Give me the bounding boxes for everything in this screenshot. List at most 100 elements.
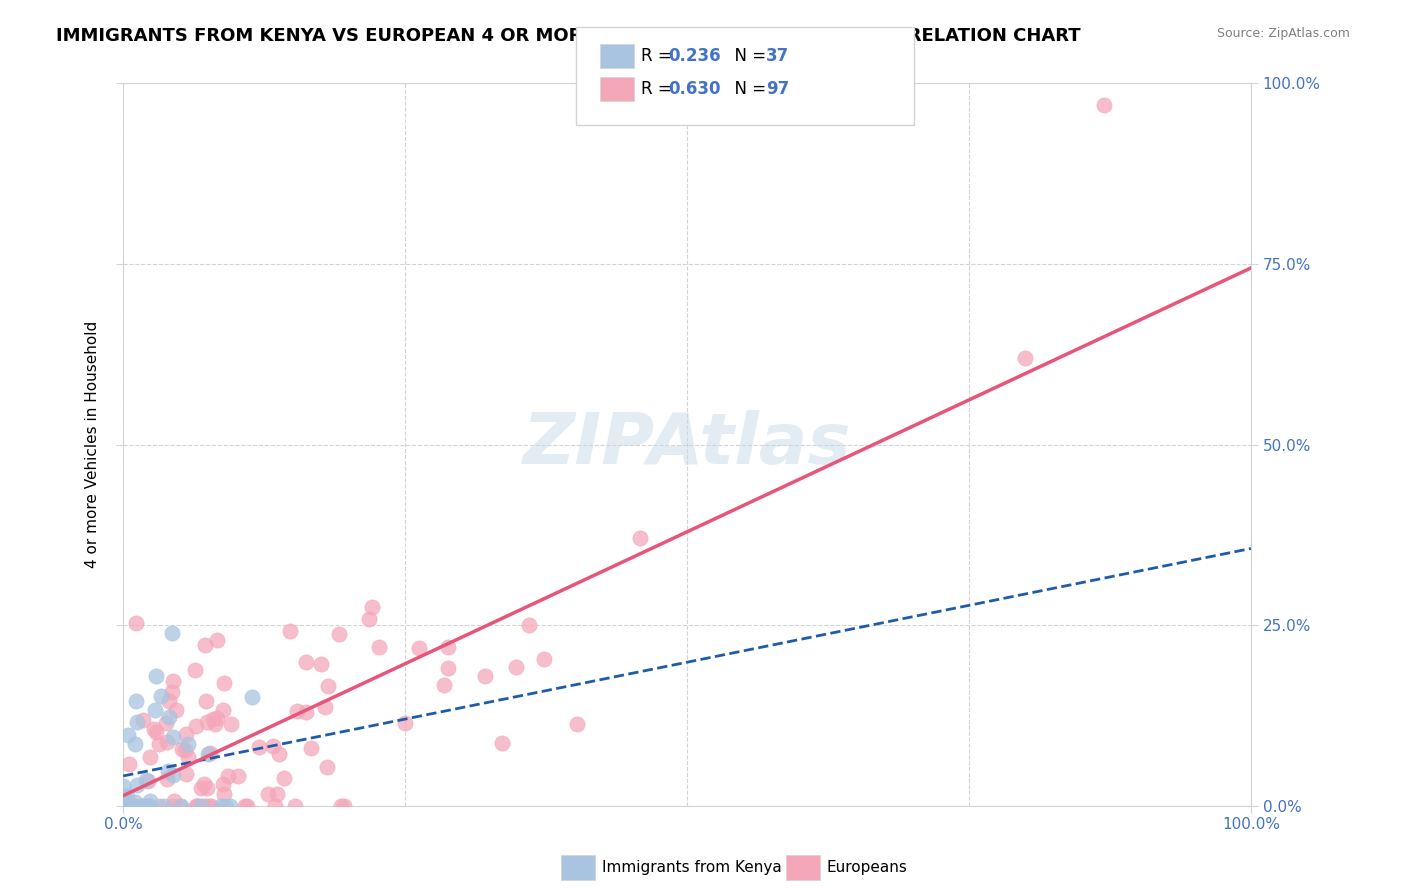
- Point: [177, 750, 200, 764]
- Point: [136, 798, 159, 813]
- Point: [214, 798, 236, 813]
- Point: [184, 663, 207, 677]
- Point: [433, 677, 456, 691]
- Point: [124, 795, 146, 809]
- Point: [120, 798, 142, 813]
- Point: [212, 777, 235, 791]
- Point: [156, 734, 179, 748]
- Point: [177, 737, 200, 751]
- Point: [233, 798, 256, 813]
- Point: [212, 676, 235, 690]
- Text: R =: R =: [641, 47, 678, 65]
- Point: [117, 789, 139, 804]
- Point: [236, 798, 259, 813]
- Text: 97: 97: [766, 80, 790, 98]
- Text: 37: 37: [766, 47, 790, 65]
- Point: [117, 798, 139, 813]
- Point: [157, 710, 180, 724]
- Point: [217, 769, 239, 783]
- Point: [186, 798, 208, 813]
- Point: [257, 787, 280, 801]
- Point: [145, 725, 167, 739]
- Point: [361, 599, 384, 614]
- Point: [330, 798, 353, 813]
- Point: [148, 737, 170, 751]
- Point: [285, 704, 308, 718]
- Point: [125, 615, 148, 630]
- Point: [474, 669, 496, 683]
- Point: [112, 779, 135, 793]
- Point: [184, 798, 207, 813]
- Point: [299, 741, 322, 756]
- Point: [174, 726, 197, 740]
- Point: [112, 798, 135, 813]
- Point: [328, 626, 350, 640]
- Point: [148, 798, 170, 813]
- Point: [153, 798, 176, 813]
- Point: [136, 773, 159, 788]
- Point: [205, 711, 228, 725]
- Point: [173, 742, 195, 756]
- Point: [139, 750, 162, 764]
- Point: [316, 760, 339, 774]
- Point: [165, 703, 187, 717]
- Point: [533, 651, 555, 665]
- Point: [436, 660, 458, 674]
- Point: [219, 717, 242, 731]
- Text: Europeans: Europeans: [827, 861, 908, 875]
- Point: [162, 768, 184, 782]
- Point: [131, 798, 153, 813]
- Point: [505, 660, 527, 674]
- Point: [122, 798, 145, 813]
- Point: [195, 694, 218, 708]
- Point: [284, 798, 307, 813]
- Point: [156, 764, 179, 778]
- Point: [155, 716, 177, 731]
- Point: [517, 618, 540, 632]
- Text: ZIPAtlas: ZIPAtlas: [523, 410, 851, 479]
- Point: [125, 778, 148, 792]
- Point: [143, 703, 166, 717]
- Point: [408, 640, 430, 655]
- Point: [314, 700, 336, 714]
- Point: [131, 798, 153, 813]
- Point: [163, 794, 186, 808]
- Text: Immigrants from Kenya: Immigrants from Kenya: [602, 861, 782, 875]
- Point: [195, 714, 218, 729]
- Point: [112, 798, 135, 813]
- Point: [194, 638, 217, 652]
- Point: [193, 777, 215, 791]
- Point: [394, 716, 416, 731]
- Point: [628, 531, 651, 545]
- Point: [139, 793, 162, 807]
- Point: [267, 747, 290, 762]
- Point: [200, 798, 222, 813]
- Point: [264, 798, 287, 813]
- Point: [266, 787, 288, 801]
- Point: [156, 772, 179, 786]
- Text: N =: N =: [724, 47, 772, 65]
- Point: [212, 703, 235, 717]
- Point: [247, 740, 270, 755]
- Point: [311, 657, 333, 672]
- Point: [194, 798, 217, 813]
- Point: [209, 798, 232, 813]
- Point: [132, 714, 155, 728]
- Point: [262, 739, 284, 754]
- Text: R =: R =: [641, 80, 678, 98]
- Text: 0.236: 0.236: [668, 47, 720, 65]
- Point: [121, 798, 143, 813]
- Point: [190, 798, 212, 813]
- Point: [359, 612, 381, 626]
- Point: [125, 714, 148, 729]
- Point: [162, 730, 184, 744]
- Point: [174, 767, 197, 781]
- Point: [195, 781, 218, 796]
- Point: [118, 798, 141, 813]
- Text: Source: ZipAtlas.com: Source: ZipAtlas.com: [1216, 27, 1350, 40]
- Point: [117, 728, 139, 742]
- Point: [367, 640, 389, 654]
- Point: [207, 633, 229, 648]
- Point: [273, 771, 295, 785]
- Point: [280, 624, 302, 638]
